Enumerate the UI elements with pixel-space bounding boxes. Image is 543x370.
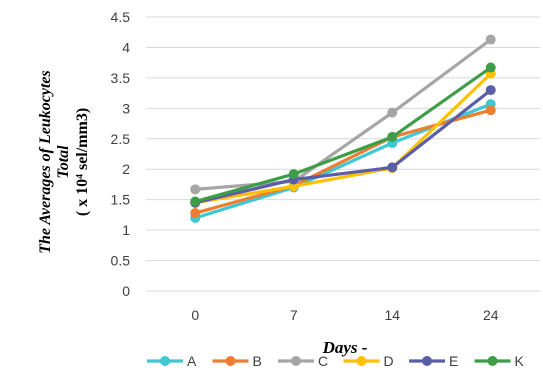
data-point-C [485, 34, 496, 45]
series-line-C [195, 38, 492, 191]
y-tick-label: 3.5 [111, 70, 131, 86]
data-point-E [387, 162, 398, 173]
y-tick-label: 0.5 [111, 253, 131, 269]
legend-swatch-marker [356, 356, 367, 366]
y-tick-label: 1.5 [111, 192, 131, 208]
y-tick-label: 4.5 [111, 9, 131, 25]
x-tick-label: 7 [290, 307, 298, 323]
legend-item-C: C [278, 353, 328, 369]
legend-item-B: B [212, 353, 262, 369]
legend-swatch-marker [487, 356, 498, 366]
legend-label: K [515, 353, 525, 369]
data-point-E [485, 85, 496, 96]
legend-item-D: D [343, 353, 394, 369]
x-tick-labels: 0 7 14 24 [191, 307, 498, 323]
y-tick-label: 3 [122, 100, 130, 116]
data-point-C [190, 184, 201, 195]
data-point-B [485, 105, 496, 116]
legend-swatch-marker [160, 356, 170, 366]
x-tick-label: 0 [191, 307, 199, 323]
x-axis-title: Days - [322, 338, 368, 357]
legend-swatch-marker [291, 356, 301, 366]
series-E [190, 85, 496, 208]
series-line-B [194, 108, 492, 215]
legend-label: E [449, 353, 458, 369]
data-point-K [190, 196, 201, 207]
x-tick-label: 14 [384, 307, 400, 323]
data-point-K [485, 62, 496, 73]
legend-label: A [187, 353, 197, 369]
data-point-B [190, 208, 201, 219]
y-tick-label: 1 [122, 222, 130, 238]
y-tick-label: 4 [122, 39, 130, 55]
legend-item-E: E [409, 353, 458, 369]
series-lines [190, 34, 496, 223]
data-point-K [387, 131, 398, 142]
y-axis-title-line-1: The Averages of Leukocytes [37, 70, 54, 254]
x-tick-label: 24 [483, 307, 499, 323]
series-line-K [194, 66, 492, 204]
y-axis-title: The Averages of Leukocytes Total ( x 10⁴… [37, 70, 91, 254]
legend-label: D [384, 353, 394, 369]
data-point-K [288, 169, 299, 180]
y-tick-label: 2 [122, 161, 130, 177]
y-tick-label: 2.5 [111, 131, 131, 147]
y-tick-label: 0 [122, 283, 130, 299]
legend-label: C [318, 353, 328, 369]
legend-swatch-marker [422, 356, 432, 366]
series-line-D [195, 72, 492, 205]
series-line-E [194, 88, 492, 205]
legend-swatch-marker [225, 356, 236, 366]
legend-item-A: A [147, 353, 197, 369]
y-axis-title-line-3: ( x 10⁴ sel/mm3) [74, 108, 91, 216]
data-point-C [387, 107, 398, 118]
series-K [190, 62, 496, 207]
y-axis-title-line-2: Total [55, 145, 72, 179]
legend-label: B [253, 353, 262, 369]
y-tick-labels: 0 0.5 1 1.5 2 2.5 3 3.5 4 4.5 [111, 9, 131, 299]
legend-item-K: K [474, 353, 525, 369]
